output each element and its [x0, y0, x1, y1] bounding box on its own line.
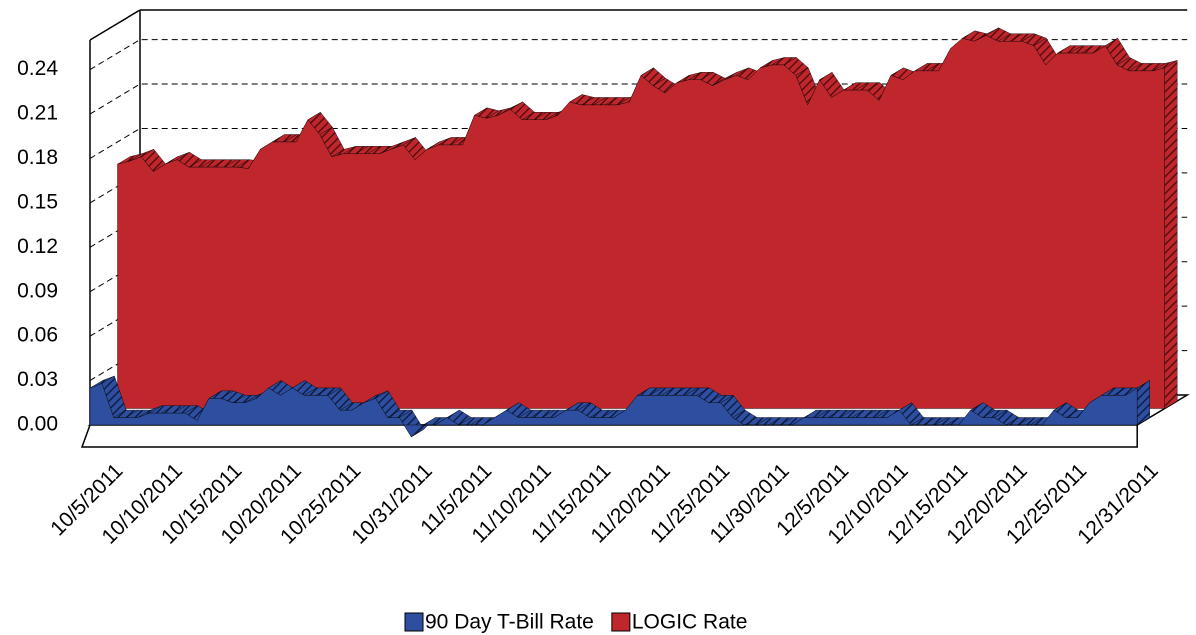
legend-label: 90 Day T-Bill Rate [425, 611, 594, 634]
y-tick-label: 0.21 [17, 102, 58, 125]
y-tick-label: 0.24 [17, 57, 58, 80]
area-side [1164, 60, 1178, 409]
y-tick-label: 0.18 [17, 146, 58, 169]
legend-swatch [404, 612, 424, 632]
y-tick-label: 0.00 [17, 413, 58, 436]
left-wall-top [89, 9, 141, 41]
y-tick-label: 0.12 [17, 235, 58, 258]
area-side [1136, 380, 1150, 426]
legend-swatch [611, 612, 631, 632]
legend-label: LOGIC Rate [632, 611, 748, 634]
area [89, 383, 1138, 438]
y-tick-label: 0.15 [17, 190, 58, 213]
floor-edge [80, 424, 1138, 448]
y-tick-label: 0.06 [17, 324, 58, 347]
legend: 90 Day T-Bill Rate LOGIC Rate [404, 611, 748, 634]
area [117, 35, 1165, 409]
y-tick-label: 0.09 [17, 279, 58, 302]
y-tick-label: 0.03 [17, 368, 58, 391]
